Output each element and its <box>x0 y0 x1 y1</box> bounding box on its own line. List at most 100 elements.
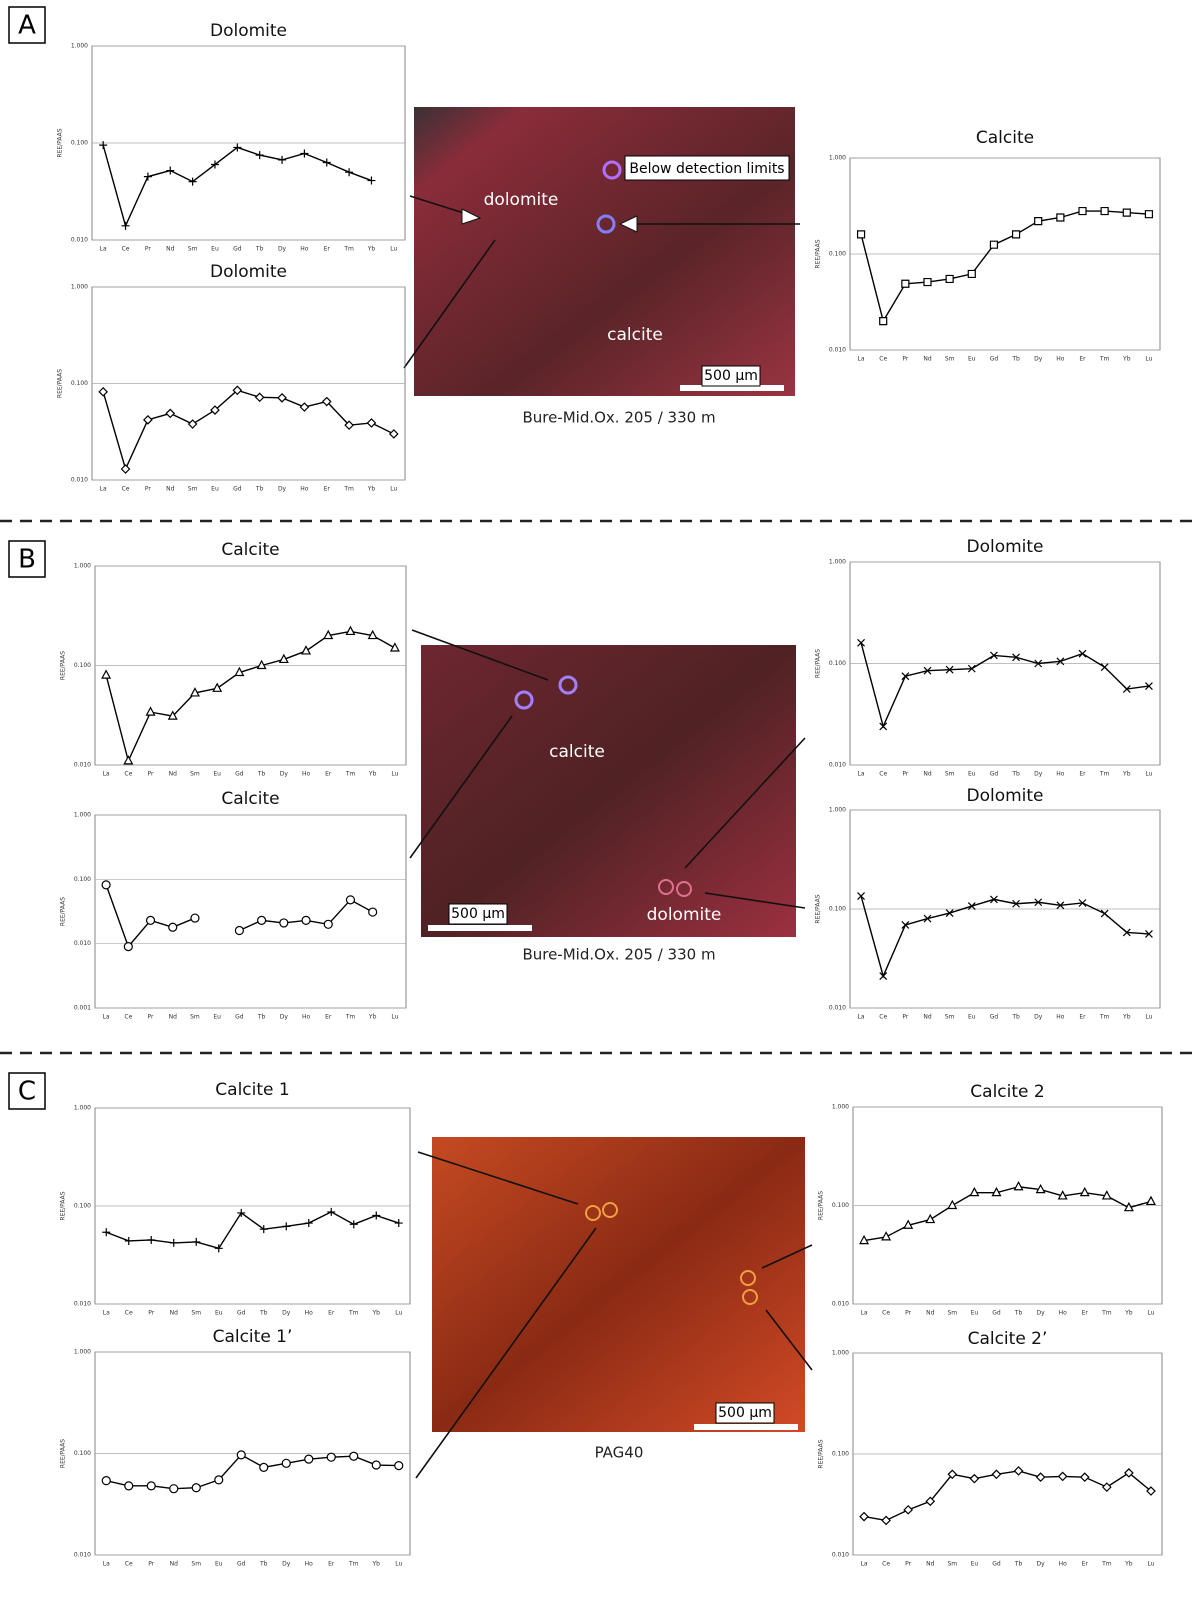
chart-title: Calcite 2 <box>970 1082 1044 1102</box>
x-tick-label: Pr <box>905 1310 912 1317</box>
x-tick-label: Yb <box>368 771 377 778</box>
data-point <box>98 386 109 397</box>
x-tick-label: Sm <box>947 1310 957 1317</box>
y-tick-label: 1.000 <box>829 559 846 566</box>
data-point <box>925 1496 936 1507</box>
x-tick-label: Tm <box>1099 356 1110 363</box>
data-point <box>394 1461 404 1471</box>
data-line <box>102 389 395 472</box>
data-point <box>323 919 333 929</box>
x-tick-label: Nd <box>170 1561 178 1568</box>
chart-title: Dolomite <box>966 786 1043 806</box>
data-point <box>1146 1486 1156 1496</box>
y-tick-label: 0.100 <box>832 1451 849 1458</box>
x-tick-label: Dy <box>282 1310 291 1317</box>
data-point <box>857 638 865 647</box>
y-tick-label: 1.000 <box>829 807 846 814</box>
x-tick-label: Tb <box>259 1310 268 1317</box>
x-tick-label: La <box>103 1561 110 1568</box>
data-point <box>1079 1186 1090 1197</box>
spot <box>596 214 616 234</box>
y-tick-label: 0.100 <box>74 876 91 883</box>
data-point <box>345 625 356 636</box>
x-tick-label: Er <box>328 1561 335 1568</box>
arrow <box>704 892 806 909</box>
data-point <box>903 1504 914 1515</box>
data-point <box>254 392 265 403</box>
data-point <box>188 177 197 186</box>
x-tick-label: Nd <box>169 1014 177 1021</box>
x-tick-label: Tb <box>257 1014 266 1021</box>
data-point <box>101 669 112 679</box>
x-tick-label: Yb <box>1124 1561 1133 1568</box>
x-tick-label: Eu <box>215 1310 223 1317</box>
data-point <box>366 418 377 428</box>
data-point <box>1034 898 1043 907</box>
data-line <box>863 1470 1152 1522</box>
y-axis-label: REE/PAAS <box>815 649 822 678</box>
data-point <box>945 909 954 917</box>
data-point <box>123 942 133 952</box>
data-point <box>367 176 376 185</box>
arrow <box>403 239 496 369</box>
data-point <box>1056 901 1065 910</box>
x-tick-label: Sm <box>191 1310 201 1317</box>
x-tick-label: Tb <box>1014 1561 1023 1568</box>
x-tick-label: Tb <box>259 1561 268 1568</box>
x-tick-label: Yb <box>367 486 376 493</box>
x-tick-label: Tm <box>348 1561 359 1568</box>
x-tick-label: Nd <box>926 1561 934 1568</box>
data-point <box>237 1208 246 1217</box>
x-tick-label: Er <box>325 1014 332 1021</box>
data-point <box>859 1511 869 1522</box>
x-tick-label: Ho <box>302 771 311 778</box>
y-tick-label: 0.100 <box>71 380 88 387</box>
data-point <box>145 706 156 716</box>
x-tick-label: Lu <box>1145 1014 1152 1021</box>
spot <box>742 1289 758 1305</box>
photo-caption: PAG40 <box>595 1444 644 1462</box>
data-point <box>232 385 243 396</box>
data-point <box>169 1238 178 1247</box>
data-point <box>236 1450 246 1460</box>
data-point <box>879 722 888 731</box>
data-point <box>881 1231 892 1241</box>
x-tick-label: Gd <box>237 1561 246 1568</box>
data-line <box>860 642 1150 729</box>
x-tick-label: Ce <box>122 246 130 253</box>
data-point <box>121 221 130 230</box>
data-point <box>901 672 910 681</box>
data-point <box>1013 1180 1024 1191</box>
data-point <box>124 1236 133 1245</box>
data-point <box>923 277 932 287</box>
data-point <box>881 1515 891 1526</box>
data-point <box>349 1220 358 1229</box>
x-tick-label: Dy <box>278 486 287 493</box>
x-tick-label: Ce <box>879 1014 887 1021</box>
data-point <box>371 1460 381 1470</box>
x-tick-label: La <box>100 246 107 253</box>
data-point <box>143 172 152 181</box>
data-point <box>168 922 178 932</box>
y-axis-label: REE/PAAS <box>60 1191 67 1220</box>
x-tick-label: Gd <box>235 771 244 778</box>
data-point <box>947 1469 958 1480</box>
data-point <box>300 149 309 158</box>
y-tick-label: 1.000 <box>829 155 846 162</box>
y-tick-label: 0.010 <box>74 940 91 947</box>
x-tick-label: Gd <box>990 356 999 363</box>
chart-title: Calcite 1’ <box>213 1327 293 1347</box>
x-tick-label: Nd <box>923 356 931 363</box>
x-tick-label: Tm <box>345 1014 356 1021</box>
data-line <box>102 144 372 228</box>
data-point <box>1034 659 1043 668</box>
x-tick-label: La <box>858 771 865 778</box>
data-point <box>394 1219 403 1228</box>
x-tick-label: La <box>858 356 865 363</box>
x-tick-label: Yb <box>372 1310 381 1317</box>
data-point <box>923 914 932 923</box>
y-tick-label: 1.000 <box>74 563 91 570</box>
y-tick-label: 0.010 <box>829 762 846 769</box>
scale-bar <box>694 1424 798 1430</box>
spot <box>558 675 578 695</box>
